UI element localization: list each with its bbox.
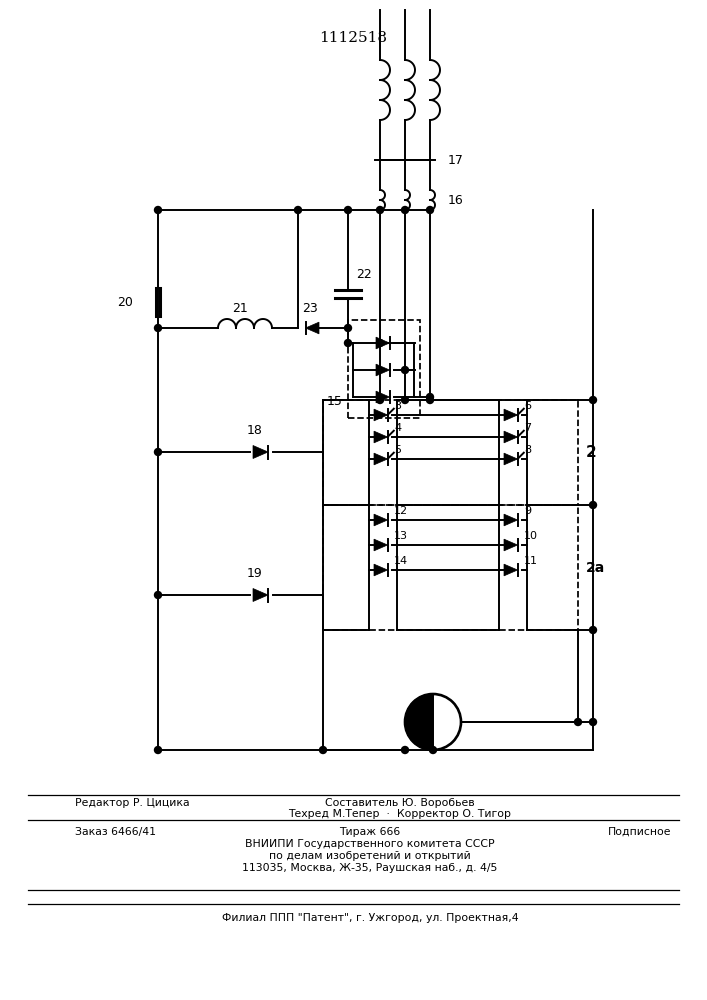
Circle shape xyxy=(590,718,597,726)
Text: 13: 13 xyxy=(394,531,408,541)
Text: 12: 12 xyxy=(394,506,408,516)
Text: 11: 11 xyxy=(524,556,538,566)
Circle shape xyxy=(402,746,409,754)
Text: Составитель Ю. Воробьев: Составитель Ю. Воробьев xyxy=(325,798,475,808)
Text: по делам изобретений и открытий: по делам изобретений и открытий xyxy=(269,851,471,861)
Circle shape xyxy=(155,207,161,214)
Text: 17: 17 xyxy=(448,153,464,166)
Circle shape xyxy=(590,626,597,634)
Polygon shape xyxy=(253,588,268,601)
Text: Редактор Р. Цицика: Редактор Р. Цицика xyxy=(75,798,189,808)
Circle shape xyxy=(344,324,351,332)
Text: Тираж 666: Тираж 666 xyxy=(339,827,401,837)
Polygon shape xyxy=(374,409,387,421)
Text: 9: 9 xyxy=(524,506,531,516)
Polygon shape xyxy=(504,431,518,443)
Circle shape xyxy=(295,207,301,214)
Polygon shape xyxy=(504,539,518,551)
Circle shape xyxy=(402,396,409,403)
Bar xyxy=(323,400,578,505)
Polygon shape xyxy=(504,514,518,526)
Circle shape xyxy=(377,340,383,347)
Bar xyxy=(323,505,578,630)
Circle shape xyxy=(320,746,327,754)
Text: 23: 23 xyxy=(302,302,318,315)
Text: 21: 21 xyxy=(232,302,248,315)
Text: 20: 20 xyxy=(117,296,133,308)
Circle shape xyxy=(426,207,433,214)
Text: 2a: 2a xyxy=(586,560,605,574)
Wedge shape xyxy=(405,694,433,750)
Circle shape xyxy=(426,393,433,400)
Text: 6: 6 xyxy=(524,401,531,411)
Text: 19: 19 xyxy=(247,567,263,580)
Polygon shape xyxy=(376,337,390,349)
Text: 3: 3 xyxy=(394,401,401,411)
Polygon shape xyxy=(374,431,387,443)
Circle shape xyxy=(377,396,383,403)
Polygon shape xyxy=(374,539,387,551)
Circle shape xyxy=(402,207,409,214)
Polygon shape xyxy=(504,564,518,576)
Polygon shape xyxy=(305,322,319,334)
Polygon shape xyxy=(374,453,387,465)
Text: 1112518: 1112518 xyxy=(319,31,387,45)
Text: 16: 16 xyxy=(448,194,464,207)
Circle shape xyxy=(377,207,383,214)
Text: Подписное: Подписное xyxy=(608,827,672,837)
Text: 22: 22 xyxy=(356,267,372,280)
Text: 10: 10 xyxy=(524,531,538,541)
Circle shape xyxy=(344,340,351,347)
Circle shape xyxy=(155,591,161,598)
Text: ВНИИПИ Государственного комитета СССР: ВНИИПИ Государственного комитета СССР xyxy=(245,839,495,849)
Circle shape xyxy=(344,207,351,214)
Circle shape xyxy=(426,396,433,403)
Text: 14: 14 xyxy=(394,556,408,566)
Polygon shape xyxy=(374,514,387,526)
Circle shape xyxy=(155,746,161,754)
Text: 1: 1 xyxy=(434,715,444,729)
Circle shape xyxy=(429,746,436,754)
Polygon shape xyxy=(253,446,268,458)
Text: 8: 8 xyxy=(524,445,531,455)
Circle shape xyxy=(590,396,597,403)
Polygon shape xyxy=(504,409,518,421)
Text: Филиал ППП "Патент", г. Ужгород, ул. Проектная,4: Филиал ППП "Патент", г. Ужгород, ул. Про… xyxy=(222,913,518,923)
Polygon shape xyxy=(376,391,390,403)
Text: 2: 2 xyxy=(586,445,597,460)
Text: 15: 15 xyxy=(327,395,343,408)
Polygon shape xyxy=(374,564,387,576)
Circle shape xyxy=(155,448,161,456)
Polygon shape xyxy=(376,364,390,376)
Text: Заказ 6466/41: Заказ 6466/41 xyxy=(75,827,156,837)
Text: 113035, Москва, Ж-35, Раушская наб., д. 4/5: 113035, Москва, Ж-35, Раушская наб., д. … xyxy=(243,863,498,873)
Text: 7: 7 xyxy=(524,423,531,433)
Circle shape xyxy=(590,502,597,508)
Text: 4: 4 xyxy=(394,423,401,433)
Circle shape xyxy=(575,718,581,726)
Bar xyxy=(348,320,420,418)
Text: 5: 5 xyxy=(394,445,401,455)
Polygon shape xyxy=(504,453,518,465)
Circle shape xyxy=(402,366,409,373)
Text: 18: 18 xyxy=(247,424,263,437)
Text: Техред М.Тепер  ·  Корректор О. Тигор: Техред М.Тепер · Корректор О. Тигор xyxy=(288,809,511,819)
Circle shape xyxy=(155,324,161,332)
